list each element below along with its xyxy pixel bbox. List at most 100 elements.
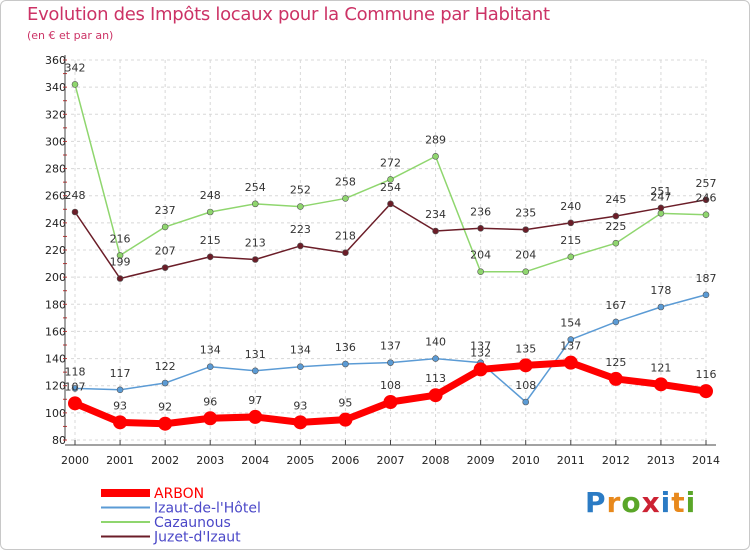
data-point [567, 253, 575, 261]
y-tick-label: 320 [45, 108, 66, 121]
data-label: 204 [470, 249, 491, 262]
y-tick-label: 180 [45, 298, 66, 311]
y-tick-label: 120 [45, 380, 66, 393]
data-label: 254 [245, 181, 266, 194]
x-tick-label: 2014 [692, 454, 720, 467]
data-point [251, 200, 259, 208]
data-label: 131 [245, 348, 266, 361]
data-point [297, 203, 304, 210]
data-point [477, 224, 484, 232]
data-point [206, 253, 214, 261]
data-point [251, 367, 259, 375]
data-label: 236 [470, 205, 491, 218]
data-point [161, 379, 169, 387]
data-label: 122 [155, 360, 176, 373]
data-point [161, 264, 169, 271]
data-label: 258 [335, 175, 356, 188]
x-tick-label: 2009 [467, 454, 495, 467]
logo-letter: P [585, 486, 607, 519]
data-point [206, 208, 214, 216]
data-label: 92 [158, 401, 172, 414]
data-point [206, 363, 214, 371]
data-point [477, 268, 484, 276]
data-label: 136 [335, 341, 356, 354]
data-point [116, 386, 124, 394]
data-label: 125 [605, 356, 626, 369]
logo-letter: x [641, 486, 661, 519]
data-point [567, 219, 575, 227]
y-tick-label: 240 [45, 217, 66, 230]
data-point [567, 336, 575, 343]
data-label: 137 [560, 340, 581, 353]
data-point [522, 226, 530, 233]
data-label: 218 [335, 230, 356, 243]
data-label: 93 [113, 399, 127, 412]
y-tick-label: 300 [45, 135, 66, 148]
data-point [71, 208, 79, 216]
data-point [432, 153, 439, 160]
data-label: 167 [605, 299, 626, 312]
x-tick-label: 2006 [331, 454, 359, 467]
x-tick-label: 2000 [61, 454, 89, 467]
x-tick-label: 2005 [286, 454, 314, 467]
data-label: 289 [425, 133, 446, 146]
data-label: 215 [560, 234, 581, 247]
data-point [653, 377, 668, 392]
data-label: 134 [290, 344, 311, 357]
data-point [657, 210, 665, 217]
data-label: 207 [155, 245, 176, 258]
data-label: 95 [338, 397, 352, 410]
data-point [248, 409, 263, 424]
data-point [387, 176, 394, 183]
data-label: 272 [380, 156, 401, 169]
data-label: 97 [248, 394, 262, 407]
data-label: 251 [650, 185, 671, 198]
data-label: 134 [200, 344, 221, 357]
data-point [432, 355, 439, 362]
data-point [383, 395, 398, 409]
x-tick-label: 2011 [557, 454, 585, 467]
x-tick-label: 2004 [241, 454, 269, 467]
data-point [432, 227, 439, 235]
data-label: 118 [65, 365, 86, 378]
data-label: 235 [515, 207, 536, 220]
data-label: 254 [380, 181, 401, 194]
data-point [608, 371, 623, 386]
data-point [342, 360, 349, 368]
data-label: 213 [245, 237, 266, 250]
x-tick-label: 2002 [151, 454, 179, 467]
data-label: 107 [65, 380, 86, 393]
data-label: 93 [293, 399, 307, 412]
x-tick-label: 2013 [647, 454, 675, 467]
data-point [342, 195, 349, 202]
data-label: 252 [290, 184, 311, 197]
data-point [612, 239, 620, 247]
data-point [699, 384, 713, 399]
data-point [702, 291, 710, 299]
data-point [161, 223, 169, 231]
data-point [612, 212, 620, 220]
data-point [657, 303, 665, 311]
y-tick-label: 80 [52, 434, 66, 447]
chart-title: Evolution des Impôts locaux pour la Comm… [27, 4, 550, 25]
x-tick-label: 2010 [512, 454, 540, 467]
data-point [71, 385, 79, 392]
data-label: 187 [696, 272, 717, 285]
legend-label: Juzet-d'Izaut [153, 530, 241, 546]
legend-label: Izaut-de-l'Hôtel [154, 501, 261, 517]
data-label: 108 [515, 379, 536, 392]
chart-subtitle: (en € et par an) [27, 29, 114, 42]
y-tick-label: 160 [45, 325, 66, 338]
logo-letter: i [660, 486, 672, 519]
y-tick-label: 280 [45, 163, 66, 176]
data-label: 132 [470, 346, 491, 359]
y-tick-label: 340 [45, 81, 66, 94]
logo-letter: o [621, 486, 642, 519]
logo-letter: t [671, 486, 686, 519]
y-tick-label: 360 [45, 54, 66, 67]
data-point [702, 196, 710, 204]
data-point [338, 412, 353, 427]
y-tick-label: 260 [45, 190, 66, 203]
